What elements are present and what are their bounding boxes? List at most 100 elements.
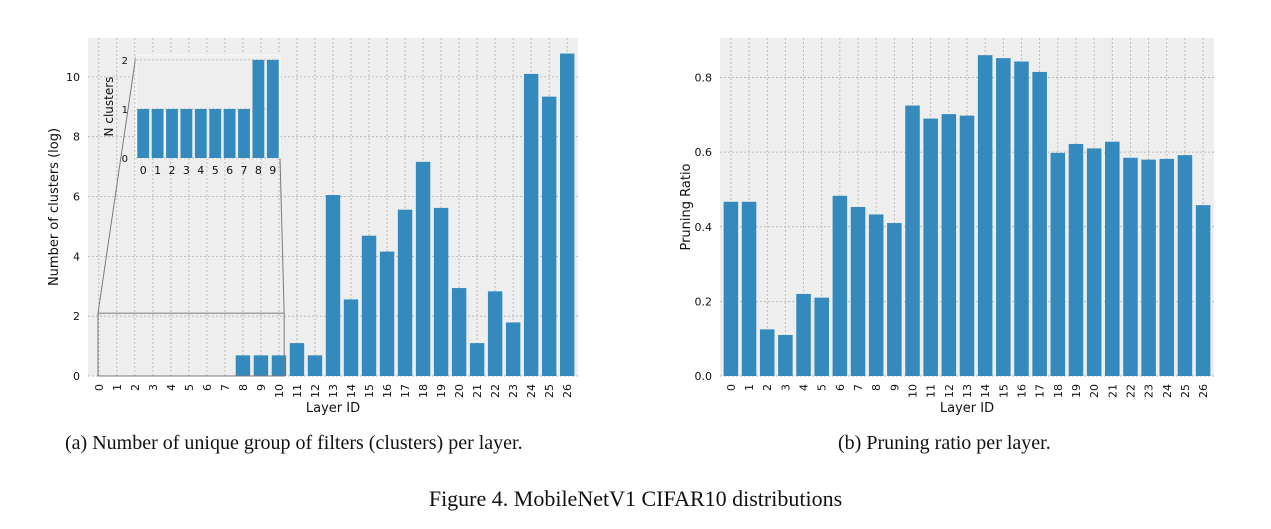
chart-0-bar [253, 355, 269, 376]
chart-1-ytick-label: 0.2 [695, 295, 713, 308]
inset-ytick-label: 1 [122, 105, 128, 116]
inset-bar [238, 108, 250, 158]
chart-0-xtick-label: 15 [363, 384, 376, 398]
chart-0-bar [325, 195, 341, 376]
chart-1-xtick-label: 21 [1106, 384, 1119, 398]
chart-1-xtick-label: 4 [798, 384, 811, 391]
chart-1-bar [923, 118, 938, 377]
chart-1-xtick-label: 12 [943, 384, 956, 398]
chart-0-bar [361, 235, 377, 376]
inset-ytick-label: 2 [122, 56, 128, 67]
chart-1-bar [1177, 155, 1193, 376]
chart-0-zoom-connector [97, 54, 137, 314]
chart-1-bar [941, 114, 957, 376]
chart-1-xtick-label: 5 [816, 384, 829, 391]
inset-xtick-label: 1 [154, 164, 161, 177]
caption-a: (a) Number of unique group of filters (c… [65, 432, 523, 454]
chart-1-xtick-label: 14 [979, 384, 992, 398]
chart-0-bar [289, 343, 305, 376]
chart-0-bar [235, 355, 251, 376]
chart-1-xtick-label: 11 [925, 384, 938, 398]
chart-1-xtick-label: 8 [870, 384, 883, 391]
chart-1-ytick-label: 0.4 [695, 221, 713, 234]
chart-1-bar [1032, 71, 1047, 377]
chart-1-xtick-label: 1 [743, 384, 756, 391]
chart-1-xtick-label: 10 [907, 384, 920, 398]
chart-0-xtick-label: 16 [381, 384, 394, 398]
chart-1-bar [814, 297, 829, 376]
chart-0-xtick-label: 24 [525, 384, 538, 398]
chart-1-bar [1141, 159, 1156, 376]
chart-1-bar [1159, 158, 1175, 376]
inset-bar [209, 108, 222, 158]
chart-1-xtick-label: 6 [834, 384, 847, 391]
chart-0-bar [523, 73, 539, 377]
chart-0-ytick-label: 2 [73, 310, 80, 323]
chart-1-bar [723, 201, 739, 376]
inset-xtick-label: 8 [255, 164, 262, 177]
chart-1-y-axis-label: Pruning Ratio [679, 163, 694, 250]
chart-0-xtick-label: 22 [489, 384, 502, 398]
chart-0-zoom-box [97, 312, 285, 377]
chart-0-bar [307, 355, 323, 376]
chart-1-xtick-label: 15 [997, 384, 1010, 398]
inset-bar [166, 108, 178, 158]
chart-1-xtick-label: 9 [888, 384, 901, 391]
chart-1-xtick-label: 19 [1070, 384, 1083, 398]
chart-1-xtick-label: 16 [1015, 384, 1028, 398]
chart-1-xtick-label: 26 [1197, 384, 1210, 398]
chart-0-xtick-label: 0 [93, 384, 106, 391]
inset-xtick-label: 4 [197, 164, 204, 177]
chart-1-bar [1068, 143, 1084, 376]
chart-0-xtick-label: 4 [165, 384, 178, 391]
chart-0-bar [271, 355, 287, 376]
chart-0-xtick-label: 10 [273, 384, 286, 398]
chart-0-xtick-label: 26 [561, 384, 574, 398]
chart-1-xtick-label: 25 [1179, 384, 1192, 398]
chart-1-xtick-label: 22 [1124, 384, 1137, 398]
chart-0-xtick-label: 3 [147, 384, 160, 391]
inset-xtick-label: 9 [269, 164, 276, 177]
chart-0-xtick-label: 11 [291, 384, 304, 398]
chart-0-bar [433, 207, 449, 376]
figure-title: Figure 4. MobileNetV1 CIFAR10 distributi… [428, 486, 843, 511]
chart-0-xtick-label: 18 [417, 384, 430, 398]
chart-0-xtick-label: 25 [543, 384, 556, 398]
chart-0-xtick-label: 20 [453, 384, 466, 398]
inset-ytick-label: 0 [122, 154, 128, 165]
chart-1-bar [1086, 148, 1102, 376]
inset-bar [223, 108, 236, 158]
chart-0-ytick-label: 8 [73, 131, 80, 144]
chart-0-bar [397, 209, 413, 376]
chart-0-ytick-label: 4 [73, 250, 80, 263]
chart-1-xtick-label: 18 [1052, 384, 1065, 398]
chart-1-xtick-label: 3 [779, 384, 792, 391]
chart-1-xtick-label: 24 [1161, 384, 1174, 398]
chart-1-bar [796, 293, 811, 376]
chart-1-xtick-label: 7 [852, 384, 865, 391]
chart-0-xtick-label: 1 [111, 384, 124, 391]
chart-1-bar [850, 207, 866, 376]
chart-0-ytick-label: 10 [66, 71, 80, 84]
chart-0-bar [379, 251, 395, 376]
caption-b: (b) Pruning ratio per layer. [838, 432, 1051, 454]
chart-0-bar [541, 96, 557, 376]
chart-0-ytick-label: 6 [73, 191, 80, 204]
chart-1-xtick-label: 23 [1143, 384, 1156, 398]
chart-1-bar [741, 201, 757, 376]
chart-1-xtick-label: 17 [1034, 384, 1047, 398]
chart-0-bar [343, 299, 359, 376]
inset-xtick-label: 6 [226, 164, 233, 177]
chart-0-xtick-label: 13 [327, 384, 340, 398]
chart-0-ytick-label: 0 [73, 370, 80, 383]
chart-0-y-axis-label: Number of clusters (log) [47, 128, 62, 286]
chart-0-xtick-label: 23 [507, 384, 520, 398]
chart-1-bar [959, 115, 975, 376]
chart-0-xtick-label: 5 [183, 384, 196, 391]
inset-bar [180, 108, 193, 158]
chart-1-bar [1195, 205, 1211, 376]
chart-1-bar [1050, 152, 1066, 376]
inset-xtick-label: 7 [241, 164, 248, 177]
